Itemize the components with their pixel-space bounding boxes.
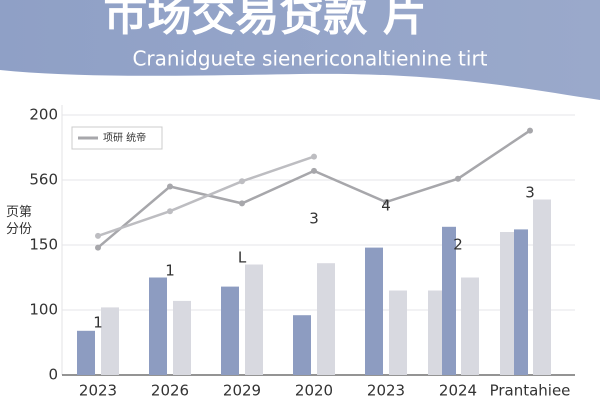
- y-tick-label: 100: [29, 301, 58, 319]
- bar: [221, 286, 239, 375]
- annotation: 3: [525, 184, 535, 202]
- bar: [293, 315, 311, 375]
- annotation: 3: [309, 210, 319, 228]
- bar: [442, 226, 456, 375]
- line-point: [95, 232, 101, 239]
- y-tick-label: 200: [29, 106, 58, 124]
- legend-label: 项研 统帝: [103, 131, 146, 144]
- line-point: [455, 175, 461, 182]
- header-band: [0, 0, 600, 100]
- line-point: [311, 153, 317, 160]
- annotation: 2: [453, 236, 463, 254]
- annotation: 4: [381, 197, 391, 215]
- x-tick-label: 2026: [151, 382, 189, 400]
- x-tick-label: 2023: [79, 382, 117, 400]
- x-tick-label: 2020: [295, 382, 333, 400]
- bar: [428, 290, 442, 375]
- bar: [77, 330, 95, 375]
- annotation: 1: [165, 262, 175, 280]
- chart-title: 市场交易贷款 片: [103, 0, 426, 41]
- annotation: 1: [93, 314, 103, 332]
- y-tick-label: 560: [29, 171, 58, 189]
- bar: [389, 290, 407, 375]
- bar: [500, 232, 514, 375]
- y-tick-label: 150: [29, 236, 58, 254]
- bar: [461, 277, 479, 375]
- bar: [101, 307, 119, 375]
- line-point: [239, 178, 245, 185]
- bar: [365, 247, 383, 375]
- chart-subtitle: Cranidguete sienericonaltienine tirt: [132, 47, 487, 71]
- x-tick-label: Prantahiee: [490, 382, 571, 400]
- line: [97, 129, 531, 249]
- x-tick-label: 2029: [223, 382, 261, 400]
- line-point: [383, 199, 389, 206]
- bar: [514, 229, 528, 375]
- legend-box: [71, 126, 163, 150]
- bar: [173, 300, 191, 375]
- bar: [149, 277, 167, 375]
- y-tick-label: 0: [48, 366, 58, 384]
- line-point: [239, 200, 245, 207]
- y-axis-label: 页第分份: [6, 205, 33, 237]
- bar: [245, 264, 263, 375]
- line-point: [167, 183, 173, 190]
- line-point: [95, 244, 101, 251]
- bar: [317, 263, 335, 375]
- line: [97, 155, 315, 238]
- x-tick-label: 2023: [367, 382, 405, 400]
- line-point: [311, 167, 317, 174]
- line-point: [527, 127, 533, 134]
- bar: [533, 199, 551, 375]
- line-point: [167, 208, 173, 215]
- annotation: L: [238, 249, 247, 267]
- x-tick-label: 2024: [439, 382, 477, 400]
